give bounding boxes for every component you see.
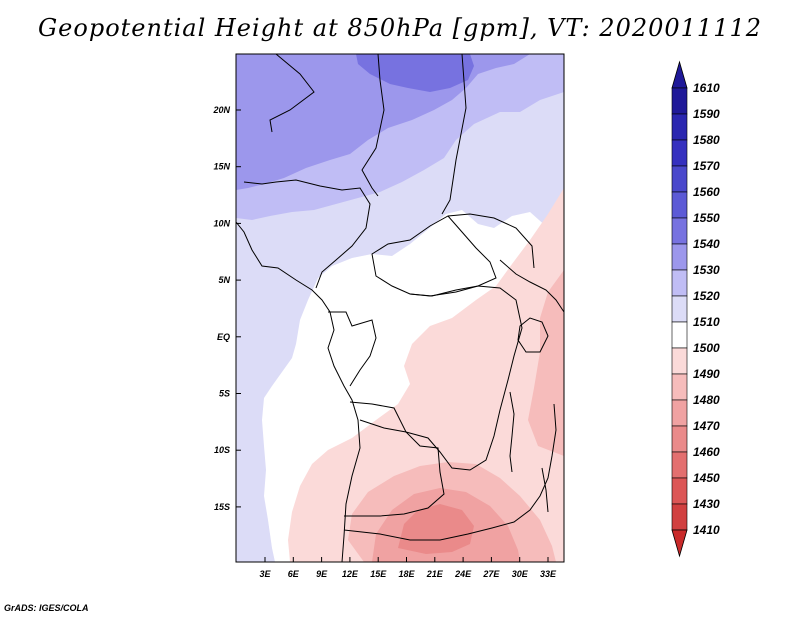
colorbar-label: 1410 [693,523,720,537]
borders [236,54,564,562]
lon-label: 33E [540,569,557,579]
colorbar-swatch [671,425,688,453]
chart-title: Geopotential Height at 850hPa [gpm], VT:… [38,14,762,42]
border-nigeria [243,179,371,289]
border-southern [343,403,557,541]
border-sahara [269,54,315,133]
field-1500 [288,188,564,562]
border-sudan-egypt [441,54,467,215]
colorbar-label: 1450 [693,471,720,485]
colorbar-bottom-arrow [671,529,688,558]
lat-label: EQ [217,332,230,342]
lat-label: 15N [213,162,230,172]
colorbar-swatch [671,243,688,271]
colorbar-swatch [671,399,688,427]
lat-label: 20N [212,105,230,115]
colorbar-label: 1580 [693,133,720,147]
lat-axis: 20N 15N 10N 5N EQ 5S 10S 15S [212,105,241,512]
lat-label: 5S [219,389,230,399]
border-drc [359,285,523,471]
map-area [236,54,564,562]
colorbar-top-arrow [671,60,688,89]
colorbar-swatch [671,113,688,141]
lat-label: 10N [213,218,230,228]
colorbar-label: 1500 [693,341,720,355]
colorbar-label: 1610 [693,81,720,95]
colorbar-label: 1530 [693,263,720,277]
field-1490-east [528,270,564,456]
colorbar-label: 1470 [693,419,720,433]
lon-label: 24E [454,569,472,579]
colorbar-swatch [671,87,688,115]
border-congo-gabon [328,311,377,387]
border-car [371,215,497,297]
border-angola [344,401,445,517]
colorbar-swatch [671,503,688,531]
lon-axis: 3E 6E 9E 12E 15E 18E 21E 24E 27E 30E 33E [259,557,557,579]
border-east-africa [499,259,564,313]
colorbar-swatch [671,165,688,193]
colorbar-label: 1560 [693,185,720,199]
lon-label: 30E [512,569,529,579]
colorbar-swatch [671,191,688,219]
map-frame [235,53,565,563]
lon-label: 9E [316,569,328,579]
colorbar-label: 1590 [693,107,720,121]
field-1470 [398,504,474,554]
lake-malawi [541,467,549,513]
grads-credit: GrADS: IGES/COLA [4,603,89,613]
colorbar-swatch [671,139,688,167]
colorbar-swatch [671,347,688,375]
coastline-west-africa [236,221,361,562]
lake-tanganyika [509,391,515,473]
lake-victoria [517,317,549,353]
colorbar-label: 1550 [693,211,720,225]
lon-label: 15E [370,569,387,579]
colorbar-swatch [671,451,688,479]
lon-label: 12E [342,569,359,579]
colorbar-label: 1540 [693,237,720,251]
colorbar-label: 1480 [693,393,720,407]
lon-label: 21E [426,569,444,579]
colorbar-swatch [671,321,688,349]
colorbar-label: 1510 [693,315,720,329]
colorbar-swatch [671,477,688,505]
lat-label: 5N [218,275,230,285]
colorbar-swatch [671,295,688,323]
lon-label: 18E [398,569,415,579]
field-1550 [356,54,474,92]
colorbar-label: 1520 [693,289,720,303]
lat-label: 10S [214,445,230,455]
border-chad-libya [361,54,385,197]
lon-label: 3E [259,569,271,579]
colorbar-swatch [671,217,688,245]
lon-label: 6E [288,569,300,579]
colorbar-label: 1460 [693,445,720,459]
colorbar-label: 1570 [693,159,720,173]
field-1540 [236,54,530,190]
colorbar-swatch [671,269,688,297]
colorbar-label: 1430 [693,497,720,511]
lon-label: 27E [482,569,500,579]
lat-label: 15S [214,502,230,512]
colorbar-swatch [671,373,688,401]
border-south-sudan [447,213,535,269]
colorbar-label: 1490 [693,367,720,381]
colorbar: 1610 1590 1580 1570 1560 1550 1540 1530 1520 1510… [671,60,720,558]
